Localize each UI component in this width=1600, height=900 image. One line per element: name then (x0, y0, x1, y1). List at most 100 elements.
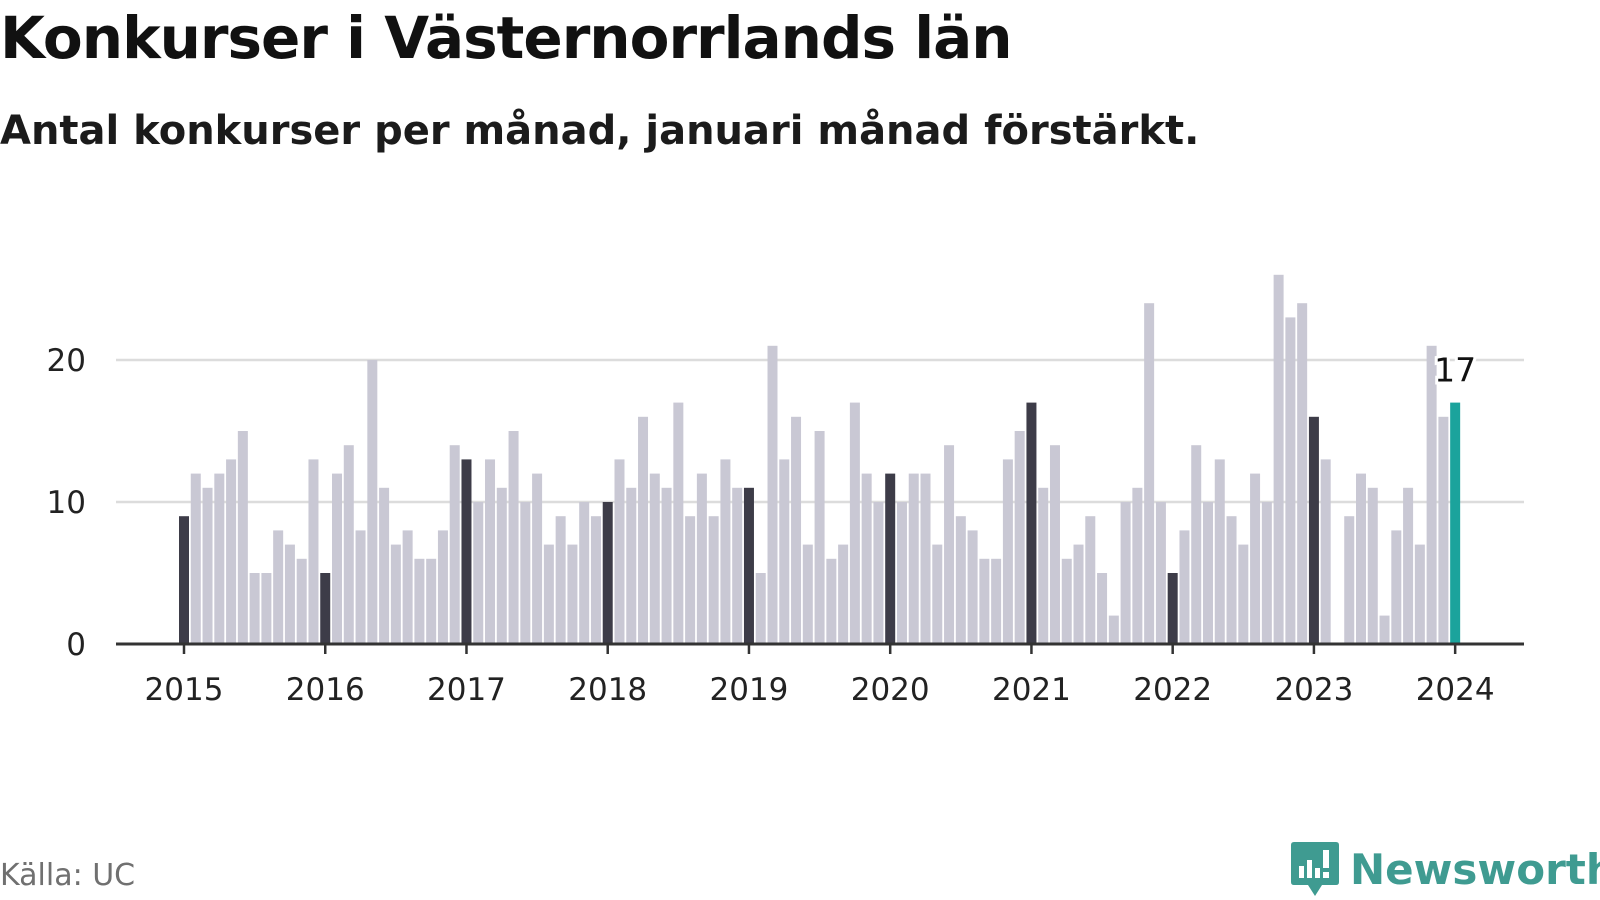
source-note: Källa: UC (0, 858, 136, 893)
x-tick-label: 2016 (286, 672, 365, 708)
bar (1308, 416, 1319, 644)
x-tick-label: 2021 (992, 672, 1071, 708)
bar (485, 459, 496, 644)
x-tick-label: 2022 (1133, 672, 1212, 708)
bar (1214, 459, 1225, 644)
x-tick-label: 2017 (427, 672, 506, 708)
bar (308, 459, 319, 644)
bar (1414, 544, 1425, 644)
bar (367, 360, 378, 644)
bar (508, 431, 519, 644)
bar (1438, 416, 1449, 644)
bar (273, 530, 284, 644)
bar (944, 445, 955, 644)
bar (426, 558, 437, 644)
bar (1320, 459, 1331, 644)
bar (355, 530, 366, 644)
bar (873, 502, 884, 644)
x-tick-label: 2015 (145, 672, 224, 708)
bar (214, 473, 225, 644)
bar (1226, 516, 1237, 644)
bar (1167, 573, 1178, 644)
bar (1403, 487, 1414, 644)
bar (520, 502, 531, 644)
latest-value-label: 17 (1434, 351, 1476, 390)
bar (614, 459, 625, 644)
bar (1344, 516, 1355, 644)
bar (567, 544, 578, 644)
bar (390, 544, 401, 644)
bar (1261, 502, 1272, 644)
bar (1191, 445, 1202, 644)
bar (991, 558, 1002, 644)
bar (532, 473, 543, 644)
bar (849, 402, 860, 644)
bar (1356, 473, 1366, 644)
bar (932, 544, 943, 644)
bar (1391, 530, 1402, 644)
bar (555, 516, 566, 644)
x-tick-label: 2018 (568, 672, 647, 708)
bar (1085, 516, 1096, 644)
x-tick-label: 2024 (1416, 672, 1495, 708)
y-tick-label: 10 (47, 485, 86, 521)
bar (226, 459, 237, 644)
bar (1061, 558, 1072, 644)
bar (179, 516, 189, 644)
bar (685, 516, 696, 644)
x-axis (116, 642, 1524, 654)
bar (885, 473, 896, 644)
bar (720, 459, 731, 644)
bar (1450, 402, 1461, 644)
chart-subtitle: Antal konkurser per månad, januari månad… (0, 108, 1200, 154)
bar (1426, 345, 1437, 644)
bar (473, 502, 484, 644)
bar (1202, 502, 1213, 644)
bar (920, 473, 931, 644)
bar (284, 544, 295, 644)
bar-chart: 0 10 20 2015 2016 2017 2018 2019 2020 2021 2022 202… (47, 274, 1524, 708)
bar (320, 573, 331, 644)
bar (237, 431, 248, 644)
bar (496, 487, 507, 644)
bar (343, 445, 354, 644)
bar (1250, 473, 1261, 644)
bar (1002, 459, 1013, 644)
bar (332, 473, 343, 644)
bar (1155, 502, 1166, 644)
bar (732, 487, 743, 644)
bar (1379, 615, 1390, 644)
bar (838, 544, 849, 644)
bar (861, 473, 872, 644)
bar (673, 402, 684, 644)
bars (179, 274, 1461, 644)
bar (1026, 402, 1037, 644)
y-tick-label: 20 (47, 343, 86, 379)
bar (1097, 573, 1108, 644)
bar (449, 445, 460, 644)
bar (437, 530, 448, 644)
bar (896, 502, 907, 644)
bar (791, 416, 802, 644)
y-tick-label: 0 (66, 627, 86, 663)
bar (1144, 303, 1155, 644)
bar (202, 487, 213, 644)
x-tick-label: 2020 (851, 672, 930, 708)
bar (461, 459, 472, 644)
bar (1297, 303, 1308, 644)
bar (190, 473, 201, 644)
bar (1049, 445, 1060, 644)
bar (1108, 615, 1119, 644)
bar (402, 530, 413, 644)
bar (661, 487, 672, 644)
bar (1367, 487, 1378, 644)
bar (755, 573, 766, 644)
bar (743, 487, 754, 644)
bar (696, 473, 707, 644)
x-tick-label: 2019 (710, 672, 789, 708)
bar (1273, 274, 1284, 644)
bar (414, 558, 425, 644)
bar (249, 573, 260, 644)
bar (261, 573, 272, 644)
bar (1014, 431, 1025, 644)
